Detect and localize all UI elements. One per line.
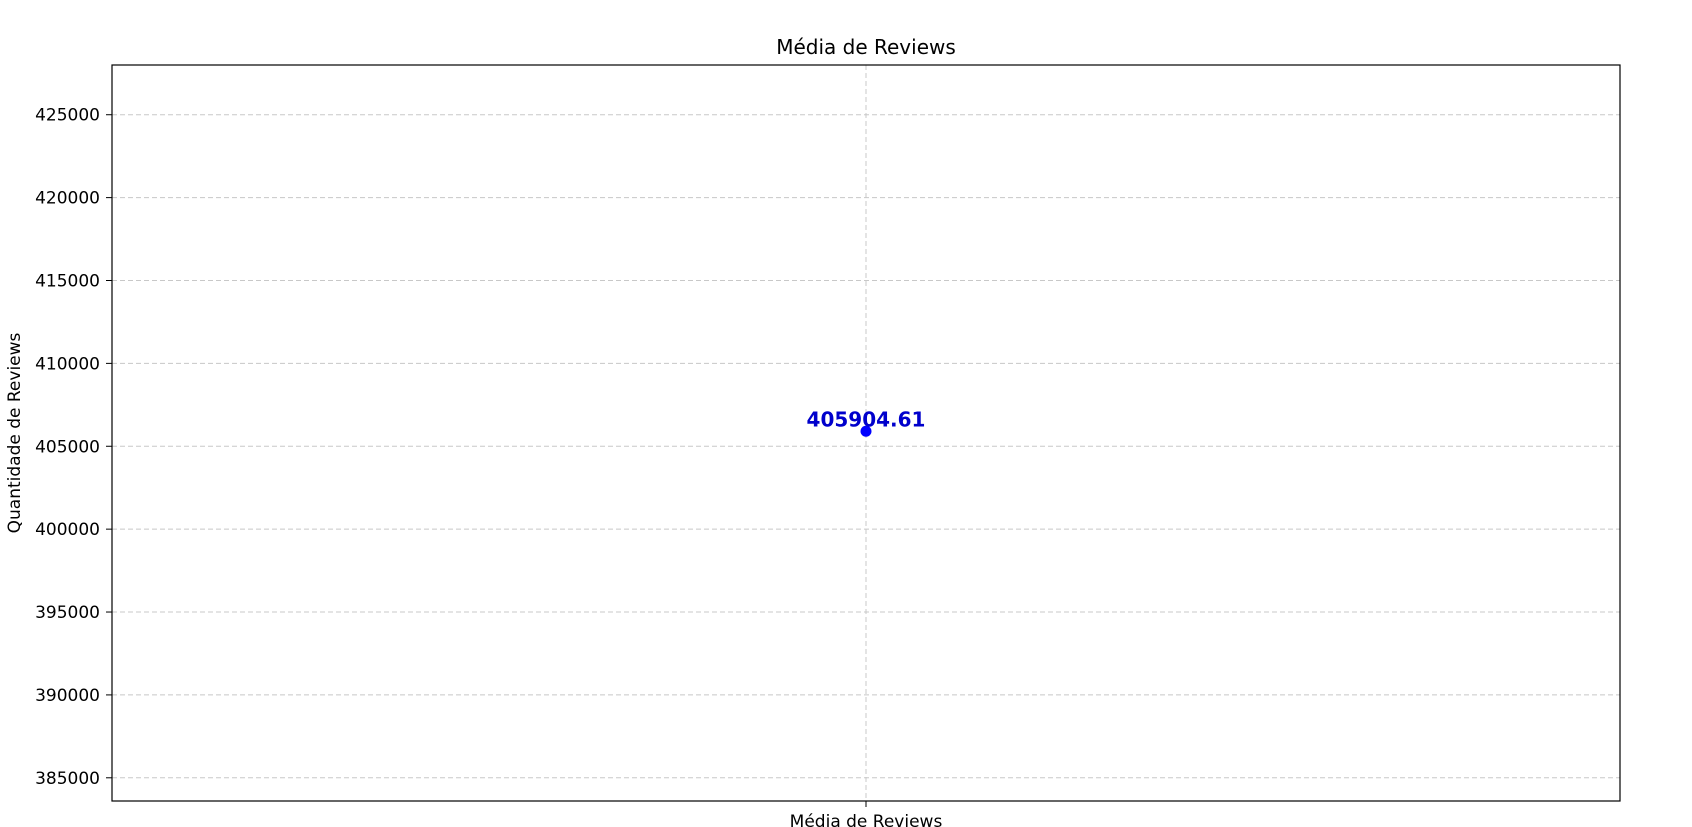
y-axis-ticks: 385000 390000 395000 400000 405000 410000 4150… <box>35 106 112 789</box>
y-tick-label: 400000 <box>35 520 100 540</box>
y-tick-label: 425000 <box>35 106 100 126</box>
data-point <box>860 425 872 437</box>
chart-title: Média de Reviews <box>776 35 956 59</box>
data-point-label: 405904.61 <box>807 407 926 431</box>
y-tick-label: 405000 <box>35 437 100 457</box>
data-points: 405904.61 <box>807 407 926 437</box>
y-tick-label: 420000 <box>35 189 100 209</box>
y-tick-label: 385000 <box>35 769 100 789</box>
y-tick-label: 390000 <box>35 686 100 706</box>
y-tick-label: 410000 <box>35 354 100 374</box>
x-tick-label: Média de Reviews <box>790 812 943 827</box>
y-gridlines <box>112 114 1620 779</box>
y-tick-label: 415000 <box>35 271 100 291</box>
y-tick-label: 395000 <box>35 603 100 623</box>
x-axis-ticks: Média de Reviews <box>790 801 943 827</box>
y-axis-label: Quantidade de Reviews <box>5 332 25 533</box>
